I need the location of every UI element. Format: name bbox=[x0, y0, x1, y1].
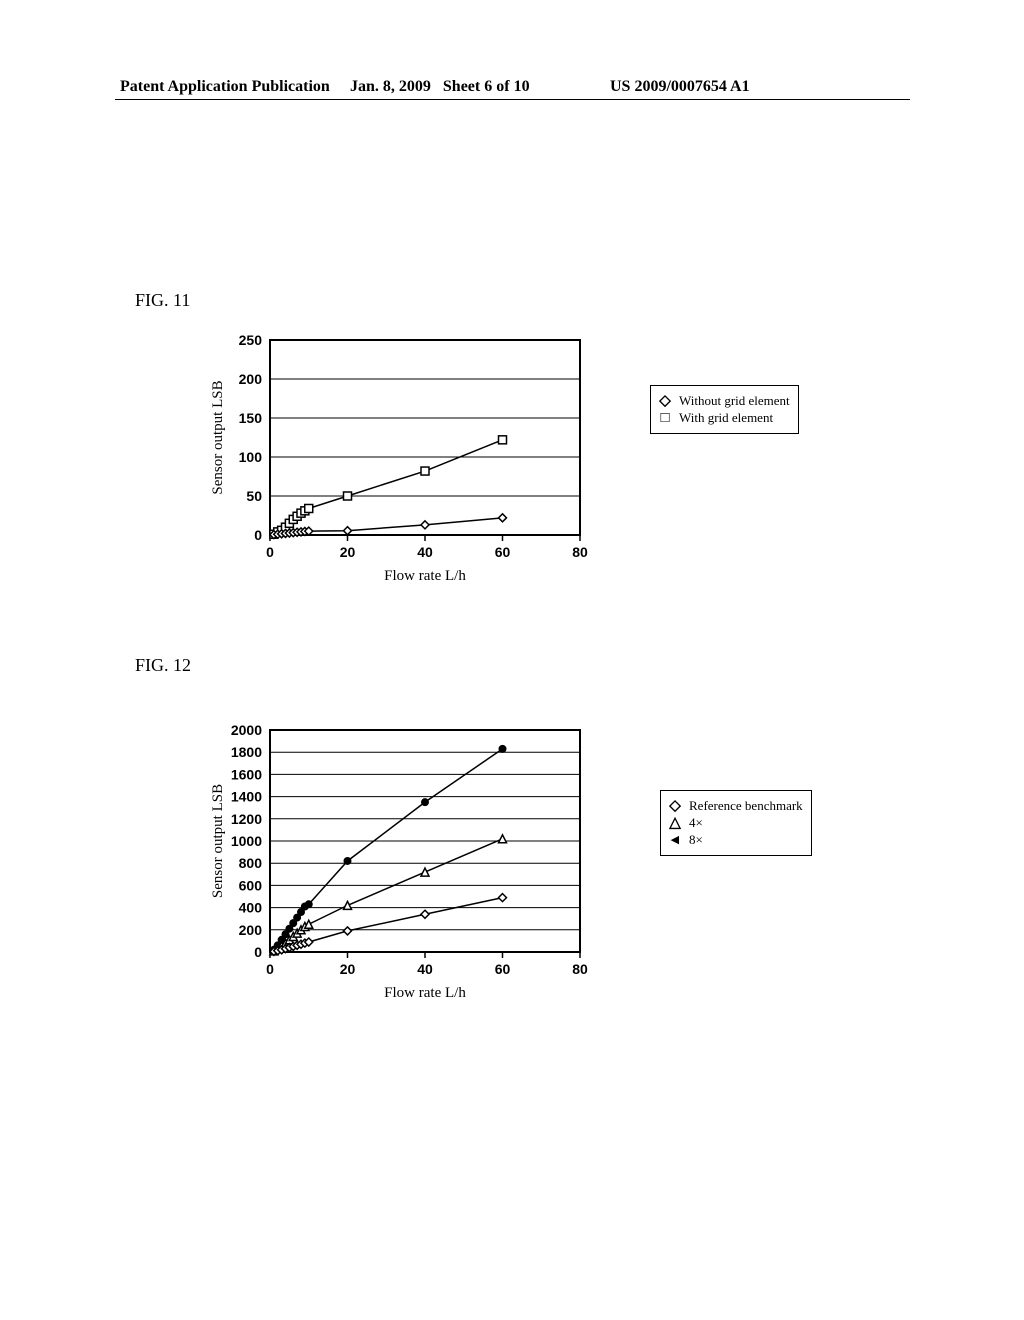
svg-text:0: 0 bbox=[254, 944, 262, 960]
svg-text:80: 80 bbox=[572, 544, 588, 560]
svg-text:Flow rate L/h: Flow rate L/h bbox=[384, 985, 466, 1001]
svg-text:40: 40 bbox=[417, 961, 433, 977]
figure-11-legend: ◇ Without grid element □ With grid element bbox=[650, 385, 799, 434]
svg-text:1200: 1200 bbox=[231, 811, 262, 827]
legend-label: Reference benchmark bbox=[689, 798, 803, 814]
svg-text:60: 60 bbox=[495, 961, 511, 977]
svg-text:200: 200 bbox=[239, 371, 263, 387]
svg-text:1600: 1600 bbox=[231, 766, 262, 782]
svg-text:2000: 2000 bbox=[231, 722, 262, 738]
chart-12-svg: 0 200 400 600 800 1000 1200 1400 1600 1800 2000 0 20… bbox=[200, 720, 590, 1007]
svg-text:40: 40 bbox=[417, 544, 433, 560]
header-date: Jan. 8, 2009 bbox=[350, 78, 431, 95]
svg-text:200: 200 bbox=[239, 922, 263, 938]
legend-label: 8× bbox=[689, 832, 703, 848]
svg-text:250: 250 bbox=[239, 332, 263, 348]
svg-text:Sensor output LSB: Sensor output LSB bbox=[210, 784, 226, 898]
svg-text:100: 100 bbox=[239, 449, 263, 465]
svg-text:400: 400 bbox=[239, 900, 263, 916]
svg-text:80: 80 bbox=[572, 961, 588, 977]
header-rule bbox=[115, 99, 910, 100]
legend-marker-icon: ◇ bbox=[657, 394, 673, 409]
legend-entry: ◂ 8× bbox=[667, 832, 803, 848]
legend-entry: ◇ Without grid element bbox=[657, 393, 790, 409]
header-pubno: US 2009/0007654 A1 bbox=[610, 78, 750, 96]
svg-text:800: 800 bbox=[239, 855, 263, 871]
figure-12-legend: ◇ Reference benchmark △ 4× ◂ 8× bbox=[660, 790, 812, 856]
svg-text:1800: 1800 bbox=[231, 744, 262, 760]
legend-label: With grid element bbox=[679, 410, 773, 426]
legend-entry: □ With grid element bbox=[657, 410, 790, 426]
svg-text:150: 150 bbox=[239, 410, 263, 426]
figure-12-chart: 0 200 400 600 800 1000 1200 1400 1600 1800 2000 0 20… bbox=[200, 720, 590, 1012]
page: Patent Application Publication Jan. 8, 2… bbox=[0, 0, 1024, 1320]
svg-text:1400: 1400 bbox=[231, 789, 262, 805]
svg-text:0: 0 bbox=[266, 544, 274, 560]
svg-text:50: 50 bbox=[246, 488, 262, 504]
legend-label: 4× bbox=[689, 815, 703, 831]
legend-marker-icon: ◂ bbox=[667, 833, 683, 848]
svg-text:60: 60 bbox=[495, 544, 511, 560]
svg-text:20: 20 bbox=[340, 544, 356, 560]
header-sheet: Sheet 6 of 10 bbox=[443, 78, 530, 95]
header-left: Patent Application Publication bbox=[120, 78, 330, 96]
svg-text:0: 0 bbox=[254, 527, 262, 543]
legend-entry: ◇ Reference benchmark bbox=[667, 798, 803, 814]
svg-text:600: 600 bbox=[239, 877, 263, 893]
header-middle: Jan. 8, 2009 Sheet 6 of 10 bbox=[350, 78, 530, 96]
legend-marker-icon: □ bbox=[657, 411, 673, 426]
legend-marker-icon: ◇ bbox=[667, 799, 683, 814]
legend-entry: △ 4× bbox=[667, 815, 803, 831]
svg-text:Sensor output LSB: Sensor output LSB bbox=[210, 380, 226, 494]
svg-text:20: 20 bbox=[340, 961, 356, 977]
figure-11-chart: 0 50 100 150 200 250 0 20 40 60 80 Flow rate L/h Sen… bbox=[200, 330, 590, 595]
figure-11-label: FIG. 11 bbox=[135, 290, 190, 311]
legend-label: Without grid element bbox=[679, 393, 790, 409]
svg-text:Flow rate L/h: Flow rate L/h bbox=[384, 568, 466, 584]
legend-marker-icon: △ bbox=[667, 816, 683, 831]
svg-text:1000: 1000 bbox=[231, 833, 262, 849]
chart-11-svg: 0 50 100 150 200 250 0 20 40 60 80 Flow rate L/h Sen… bbox=[200, 330, 590, 590]
figure-12-label: FIG. 12 bbox=[135, 655, 191, 676]
svg-text:0: 0 bbox=[266, 961, 274, 977]
